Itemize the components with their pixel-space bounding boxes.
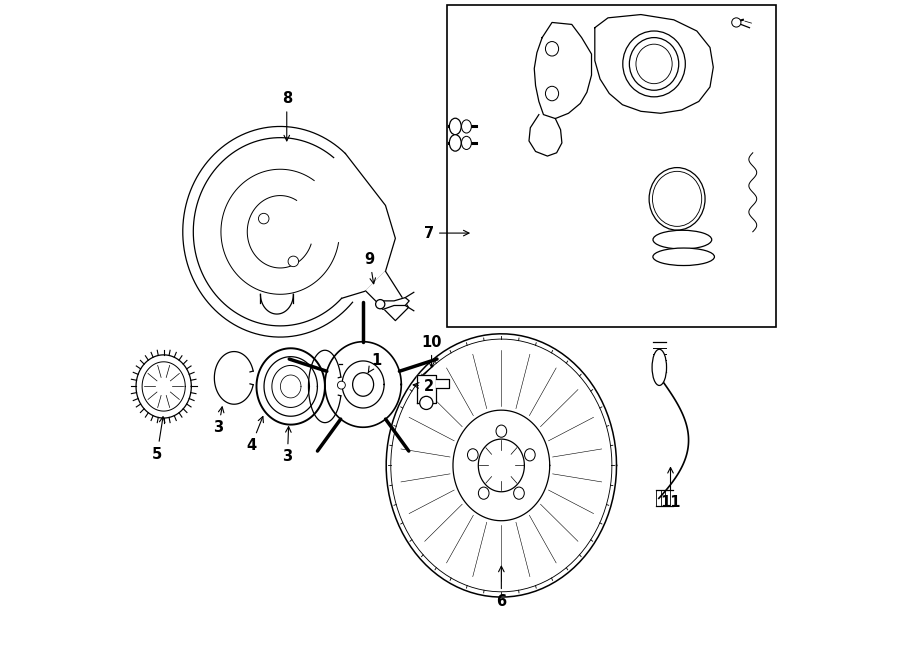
Text: 1: 1 (368, 352, 382, 373)
Ellipse shape (462, 120, 472, 133)
Ellipse shape (623, 31, 685, 97)
Ellipse shape (462, 136, 472, 149)
Text: 4: 4 (247, 416, 264, 453)
Bar (446, 5, 776, 327)
Text: 3: 3 (283, 426, 293, 465)
Ellipse shape (514, 487, 525, 499)
Circle shape (419, 397, 433, 409)
Circle shape (338, 381, 346, 389)
Polygon shape (365, 271, 409, 321)
Ellipse shape (653, 230, 712, 249)
Text: 5: 5 (152, 416, 165, 462)
Circle shape (375, 299, 385, 309)
Ellipse shape (353, 373, 374, 396)
Text: 6: 6 (496, 566, 507, 609)
Ellipse shape (652, 349, 667, 385)
Text: 9: 9 (364, 252, 375, 284)
Ellipse shape (649, 168, 705, 230)
Polygon shape (595, 15, 714, 113)
Circle shape (732, 18, 741, 27)
Ellipse shape (545, 42, 559, 56)
Text: 8: 8 (282, 91, 292, 141)
Ellipse shape (545, 87, 559, 100)
Polygon shape (378, 297, 410, 309)
Polygon shape (535, 22, 591, 118)
Ellipse shape (449, 135, 461, 151)
Polygon shape (529, 114, 562, 156)
Ellipse shape (449, 118, 461, 135)
Circle shape (288, 256, 299, 266)
Text: 3: 3 (213, 407, 224, 436)
Text: 11: 11 (661, 467, 680, 510)
Text: 10: 10 (421, 335, 442, 368)
Ellipse shape (652, 248, 715, 266)
Ellipse shape (479, 487, 489, 499)
Polygon shape (417, 375, 436, 403)
Text: 2: 2 (413, 379, 434, 394)
Text: 7: 7 (424, 225, 469, 241)
Ellipse shape (496, 425, 507, 437)
Circle shape (258, 214, 269, 224)
Polygon shape (436, 379, 449, 388)
Ellipse shape (467, 449, 478, 461)
Ellipse shape (525, 449, 535, 461)
